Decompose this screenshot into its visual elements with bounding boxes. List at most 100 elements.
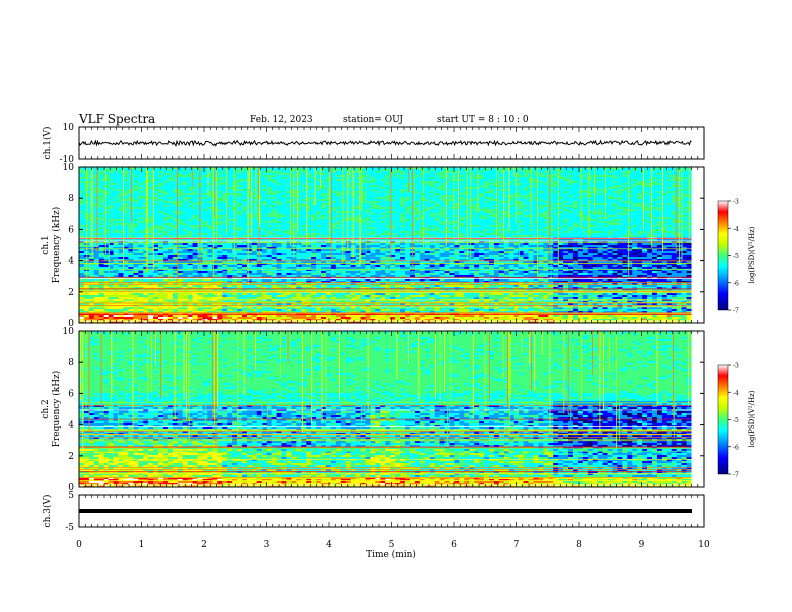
spectrogram-cell [182, 177, 188, 180]
spectrogram-cell [276, 229, 282, 232]
spectrogram-cell [671, 167, 677, 170]
spectrogram-cell [597, 167, 603, 170]
spectrogram-cell [237, 245, 243, 248]
spectrogram-cell [439, 183, 445, 186]
spectrogram-cell [79, 245, 85, 248]
spectrogram-cell [148, 205, 154, 208]
spectrogram-cell [656, 243, 663, 246]
spectrogram-cell [271, 183, 277, 186]
spectrogram-cell [360, 213, 366, 216]
spectrogram-cell [93, 227, 100, 230]
spectrogram-cell [380, 193, 386, 196]
spectrogram-cell [553, 203, 559, 206]
spectrogram-cell [177, 177, 184, 180]
spectrogram-cell [666, 233, 673, 236]
spectrogram-cell [484, 233, 490, 236]
spectrogram-cell [316, 227, 322, 230]
spectrogram-cell [484, 221, 490, 224]
spectrogram-cell [577, 191, 584, 194]
spectrogram-cell [133, 245, 139, 248]
spectrogram-cell [177, 191, 184, 194]
spectrogram-cell [306, 209, 312, 212]
spectrogram-cell [138, 207, 144, 210]
spectrogram-cell [138, 231, 144, 234]
spectrogram-cell [671, 207, 677, 210]
spectrogram-cell [424, 227, 431, 230]
spectrogram-cell [311, 195, 317, 198]
spectrogram-cell [355, 191, 361, 194]
spectrogram-cell [182, 185, 188, 188]
spectrogram-cell [656, 207, 663, 210]
spectrogram-cell [419, 197, 426, 200]
spectrogram-cell [281, 189, 287, 192]
spectrogram-cell [597, 199, 603, 202]
spectrogram-cell [93, 233, 100, 236]
spectrogram-cell [138, 197, 144, 200]
spectrogram-cell [597, 229, 603, 232]
ch1-ytick-bottom: -10 [60, 155, 75, 165]
spectrogram-cell [311, 229, 317, 232]
spectrogram-cell [553, 175, 559, 178]
spectrogram-cell [251, 191, 258, 194]
spectrogram-cell [187, 171, 193, 174]
spectrogram-cell [661, 195, 668, 198]
spectrogram-cell [607, 193, 613, 196]
spectrogram-cell [459, 191, 465, 194]
spectrogram-cell [370, 171, 376, 174]
spectrogram-cell [370, 195, 376, 198]
spectrogram-cell [582, 189, 589, 192]
spectrogram-cell [296, 229, 302, 232]
spectrogram-cell [79, 203, 85, 206]
spectrogram-cell [538, 185, 544, 188]
spectrogram-cell [627, 223, 633, 226]
spectrogram-cell [360, 199, 366, 202]
spectrogram-cell [370, 181, 376, 184]
spectrogram-cell [518, 203, 524, 206]
spectrogram-cell [167, 187, 174, 190]
spectrogram-cell [607, 185, 613, 188]
spectrogram-cell [577, 227, 584, 230]
spectrogram-cell [321, 171, 327, 174]
spectrogram-cell [602, 233, 608, 236]
spectrogram-cell [246, 227, 253, 230]
spectrogram-cell [484, 243, 490, 246]
spectrogram-cell [459, 221, 465, 224]
spectrogram-cell [227, 205, 233, 208]
spectrogram-cell [375, 189, 381, 192]
spectrogram-cell [568, 227, 574, 230]
spectrogram-cell [177, 193, 184, 196]
spectrogram-cell [192, 225, 198, 228]
spectrogram-cell [479, 179, 485, 182]
spectrogram-cell [187, 179, 193, 182]
spectrogram-cell [469, 213, 475, 216]
spectrogram-cell [113, 243, 119, 246]
spectrogram-cell [390, 177, 396, 180]
spectrogram-cell [681, 189, 687, 192]
spectrogram-cell [380, 223, 386, 226]
spectrogram-cell [316, 211, 322, 214]
spectrogram-cell [553, 189, 559, 192]
spectrogram-cell [533, 193, 539, 196]
spectrogram-cell [543, 227, 549, 230]
spectrogram-cell [592, 211, 598, 214]
spectrogram-cell [607, 245, 613, 248]
spectrogram-cell [424, 211, 431, 214]
spectrogram-cell [158, 181, 164, 184]
spectrogram-cell [681, 181, 687, 184]
spectrogram-cell [301, 191, 307, 194]
spectrogram-cell [647, 199, 653, 202]
spectrogram-cell [469, 243, 475, 246]
spectrogram-cell [533, 219, 539, 222]
spectrogram-cell [637, 169, 643, 172]
spectrogram-cell [321, 213, 327, 216]
spectrogram-cell [261, 225, 267, 228]
spectrogram-cell [405, 215, 411, 218]
spectrogram-cell [474, 193, 480, 196]
spectrogram-cell [439, 225, 445, 228]
spectrogram-cell [385, 175, 391, 178]
spectrogram-cell [439, 219, 445, 222]
spectrogram-cell [192, 221, 198, 224]
spectrogram-cell [172, 205, 179, 208]
spectrogram-cell [488, 193, 495, 196]
spectrogram-cell [449, 191, 455, 194]
